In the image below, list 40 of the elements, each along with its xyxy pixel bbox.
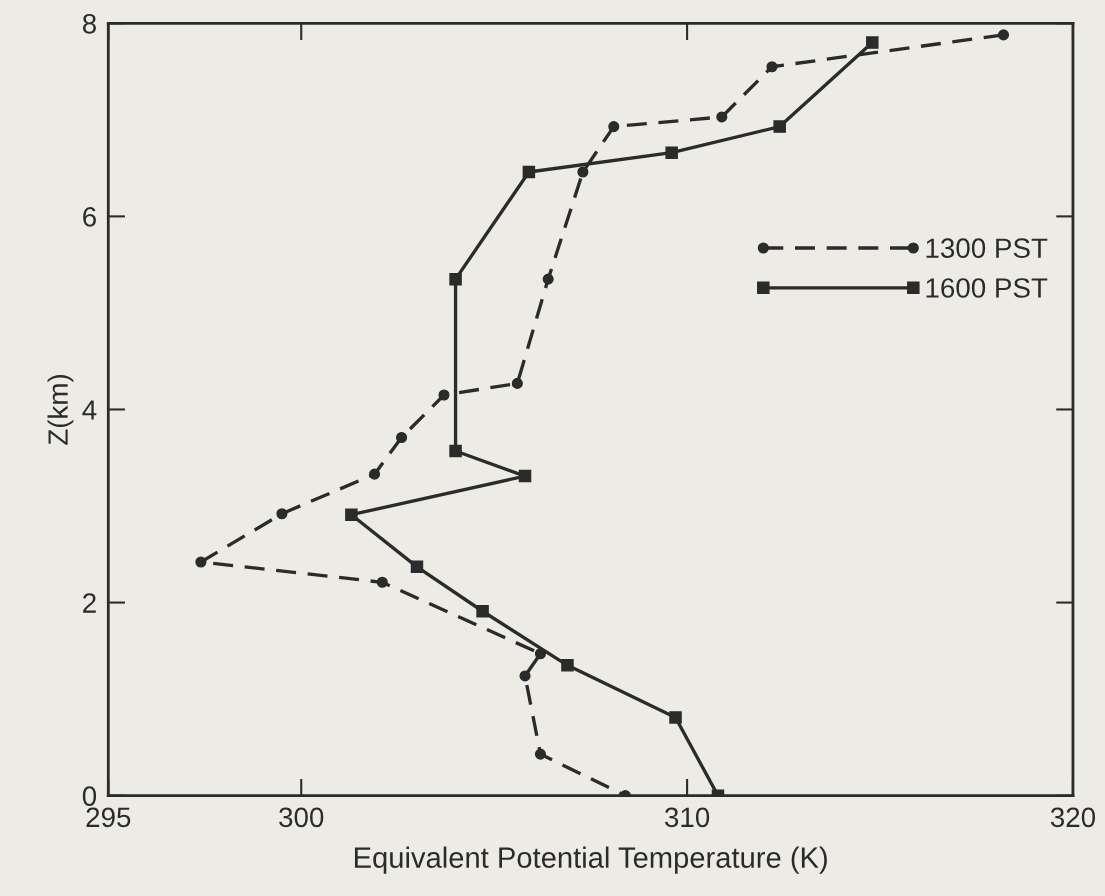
point [997, 29, 1010, 41]
point [410, 560, 424, 574]
y-tick-label: 8 [82, 13, 96, 34]
point [376, 576, 388, 588]
x-axis-title: Equivalent Potential Temperature (K) [354, 846, 827, 874]
legend-label: 1600 PST [926, 278, 1048, 298]
legend-label: 1300 PST [926, 238, 1048, 259]
point [519, 670, 531, 682]
x-tick-label: 310 [664, 807, 710, 828]
y-axis-title: Z(km) [47, 374, 74, 445]
point [866, 36, 879, 49]
point [368, 468, 381, 480]
point [665, 146, 678, 159]
point [669, 711, 682, 724]
point [608, 121, 620, 133]
y-tick-label: 0 [82, 786, 97, 806]
point [345, 508, 358, 521]
point [511, 377, 523, 389]
point [577, 166, 589, 178]
point [476, 604, 489, 618]
point [716, 111, 728, 123]
point [766, 61, 778, 73]
point [773, 120, 786, 133]
point [561, 659, 574, 672]
y-tick-label: 4 [82, 400, 97, 420]
point [518, 469, 532, 483]
point [542, 273, 554, 285]
point [522, 165, 536, 179]
x-tick-label: 300 [279, 807, 324, 828]
point [449, 272, 462, 286]
point [276, 508, 288, 520]
x-tick-label: 320 [1050, 807, 1096, 828]
point [534, 748, 547, 760]
point [438, 389, 450, 401]
y-tick-label: 2 [83, 593, 96, 613]
x-tick-label: 295 [86, 807, 131, 828]
point [195, 556, 207, 568]
y-tick-label: 6 [83, 207, 96, 227]
point [395, 431, 408, 444]
point [449, 444, 462, 458]
